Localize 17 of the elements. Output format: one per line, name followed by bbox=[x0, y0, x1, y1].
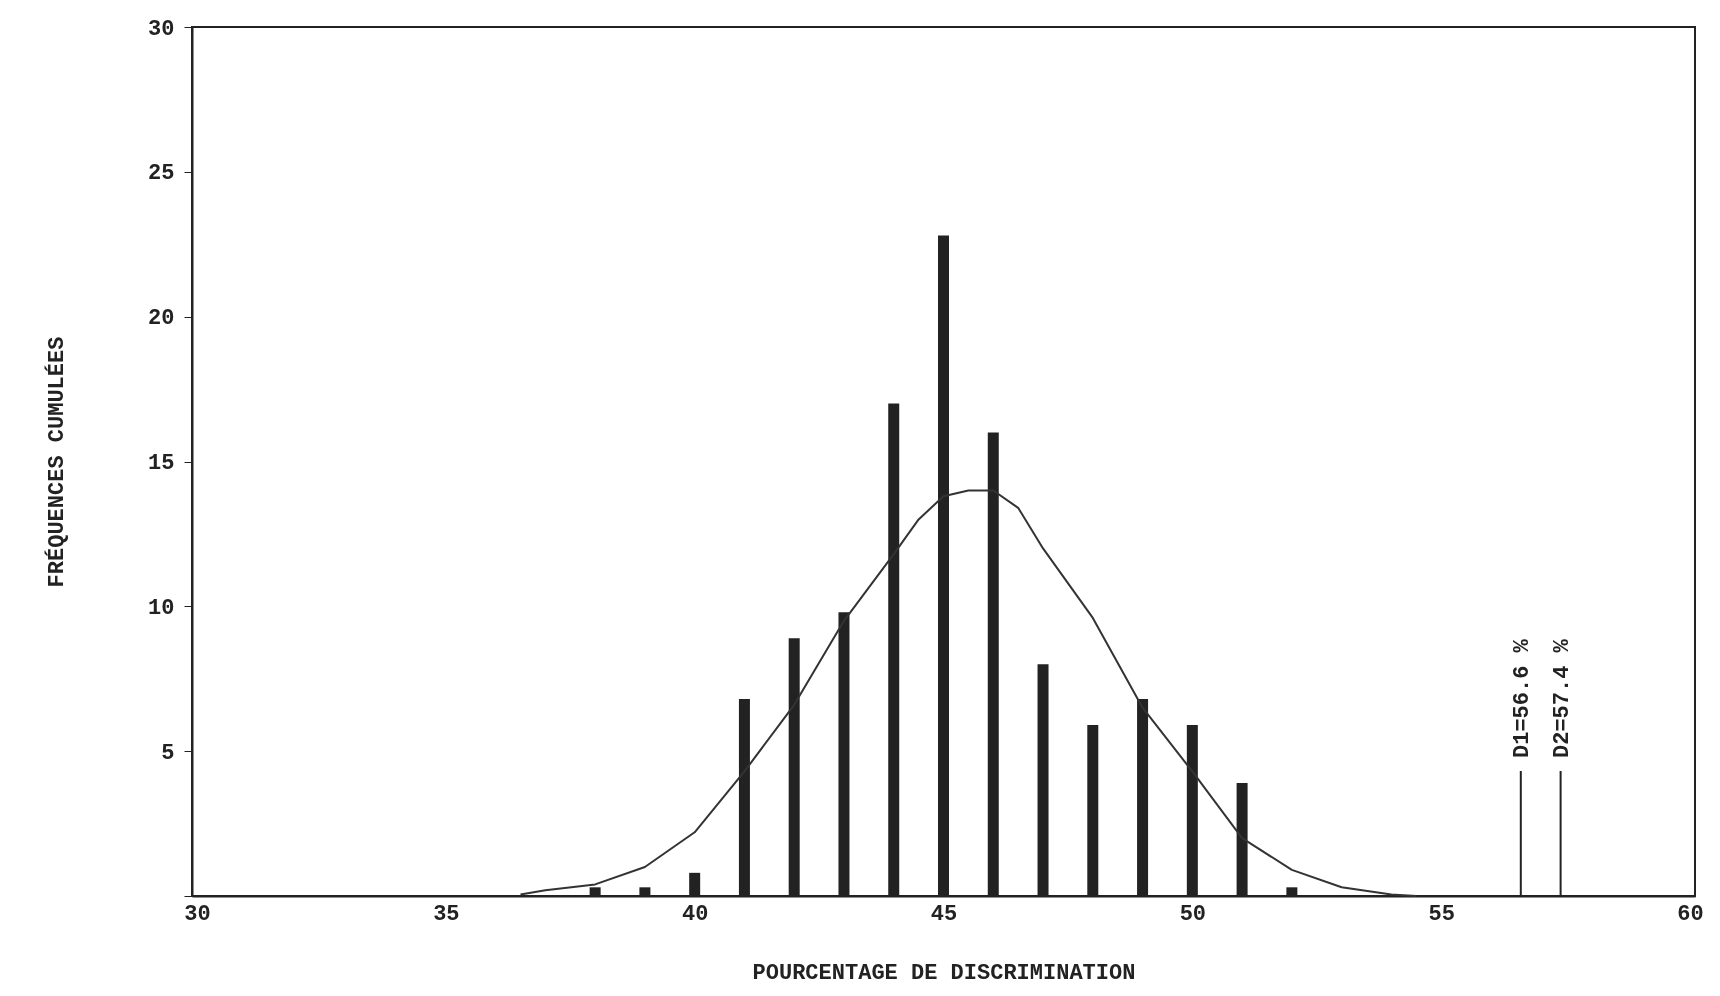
x-tick-label: 50 bbox=[1179, 901, 1207, 927]
x-tick-label: 60 bbox=[1677, 901, 1704, 927]
y-tick-label: 15 bbox=[148, 451, 175, 476]
y-tick-label: 20 bbox=[148, 306, 175, 332]
y-tick-label: 30 bbox=[148, 16, 175, 42]
y-tick-label: 10 bbox=[148, 595, 175, 621]
x-axis-title: POURCENTAGE DE DISCRIMINATION bbox=[752, 960, 1136, 986]
y-tick-label: 25 bbox=[148, 161, 175, 187]
x-tick-label: 40 bbox=[681, 901, 709, 927]
ref-line-label: D1=56.6 % bbox=[1509, 638, 1535, 758]
x-tick-label: 30 bbox=[184, 901, 211, 927]
x-tick-label: 35 bbox=[433, 901, 460, 927]
x-tick-label: 45 bbox=[930, 901, 958, 927]
x-tick-label: 55 bbox=[1428, 901, 1455, 927]
y-axis-title: FRÉQUENCES CUMULÉES bbox=[44, 336, 71, 588]
ref-line-label: D2=57.4 % bbox=[1549, 638, 1575, 758]
y-tick-label: 5 bbox=[161, 740, 175, 766]
